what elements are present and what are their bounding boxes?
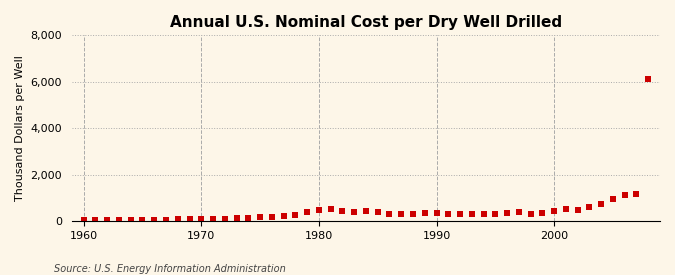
Title: Annual U.S. Nominal Cost per Dry Well Drilled: Annual U.S. Nominal Cost per Dry Well Dr… (170, 15, 562, 30)
Text: Source: U.S. Energy Information Administration: Source: U.S. Energy Information Administ… (54, 264, 286, 274)
Y-axis label: Thousand Dollars per Well: Thousand Dollars per Well (15, 55, 25, 201)
